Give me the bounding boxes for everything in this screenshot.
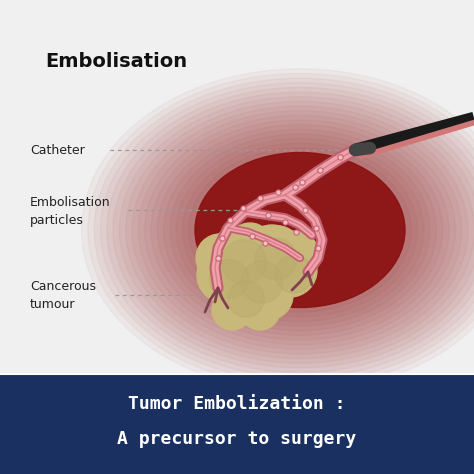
Circle shape — [228, 223, 272, 267]
Circle shape — [243, 270, 293, 320]
Text: A precursor to surgery: A precursor to surgery — [118, 430, 356, 448]
Text: Embolisation: Embolisation — [30, 195, 110, 209]
Text: Cancerous: Cancerous — [30, 281, 96, 293]
Circle shape — [197, 247, 253, 303]
Text: tumour: tumour — [30, 299, 75, 311]
Text: Embolisation: Embolisation — [45, 52, 187, 71]
Text: Tumor Embolization :: Tumor Embolization : — [128, 395, 346, 413]
Circle shape — [256, 226, 300, 270]
Circle shape — [263, 243, 317, 297]
Ellipse shape — [195, 153, 405, 308]
Circle shape — [242, 225, 302, 285]
Circle shape — [228, 248, 288, 308]
Circle shape — [241, 261, 283, 303]
Text: particles: particles — [30, 213, 84, 227]
Text: Catheter: Catheter — [30, 144, 85, 156]
Circle shape — [222, 239, 266, 284]
Circle shape — [196, 234, 244, 282]
Circle shape — [275, 255, 313, 293]
Circle shape — [212, 290, 252, 330]
Circle shape — [210, 259, 248, 299]
Circle shape — [240, 290, 280, 330]
Bar — [0, 374, 474, 474]
Circle shape — [255, 238, 297, 280]
Circle shape — [208, 226, 272, 290]
Circle shape — [228, 281, 264, 317]
Circle shape — [216, 269, 268, 321]
Circle shape — [271, 231, 319, 279]
